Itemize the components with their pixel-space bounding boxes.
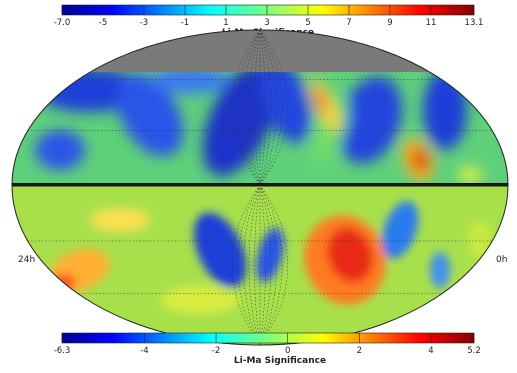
- grid-line: [232, 29, 261, 186]
- colorbar-north-ticks: -7.0 -5 -3 -1 1 3 5 7 9 11 13.1: [54, 5, 484, 28]
- colorbar-tick-label: 2: [357, 346, 362, 356]
- grid-line: [248, 29, 261, 186]
- grid-line: [248, 184, 261, 346]
- ra-label-right: 0h: [496, 255, 507, 265]
- colorbar-tick-label: -1: [181, 18, 189, 28]
- grid-line: [243, 184, 261, 346]
- colorbar-tick-label: -4: [140, 346, 148, 356]
- south-structures: [44, 201, 492, 314]
- grid-line: [254, 184, 261, 346]
- colorbar-south-title: Li-Ma Significance: [234, 356, 326, 366]
- grid-line: [259, 184, 283, 346]
- grid-line: [259, 29, 277, 186]
- no-coverage-cap: [12, 30, 508, 72]
- colorbar-tick-label: 7: [346, 18, 351, 28]
- colorbar-tick-label: -5: [99, 18, 107, 28]
- colorbar-tick-label: 5.2: [467, 346, 481, 356]
- skymap-south: [12, 185, 508, 345]
- colorbar-tick-label: -6.3: [54, 346, 71, 356]
- colorbar-tick-label: -7.0: [54, 18, 71, 28]
- colorbar-tick-label: 0: [285, 346, 290, 356]
- grid-line: [237, 29, 261, 186]
- colorbar-tick-label: 4: [428, 346, 433, 356]
- skymap: [11, 29, 509, 346]
- ra-label-left: 24h: [18, 255, 35, 265]
- colorbar-south-ticks: -6.3 -4 -2 0 2 4 5.2: [54, 333, 481, 356]
- grid-line: [259, 184, 266, 346]
- colorbar-tick-label: 5: [305, 18, 310, 28]
- colorbar-tick-label: 9: [387, 18, 392, 28]
- grid-line: [254, 29, 261, 186]
- colorbar-tick-label: 1: [223, 18, 228, 28]
- grid-line: [243, 29, 261, 186]
- grid-line: [259, 29, 288, 186]
- grid-line: [259, 29, 283, 186]
- south-outline: [11, 184, 509, 346]
- colorbar-tick-label: 3: [264, 18, 269, 28]
- colorbar-north-bar: [61, 4, 475, 16]
- grid-line: [259, 184, 272, 346]
- grid-line: [237, 184, 261, 346]
- skymap-north: [12, 30, 508, 185]
- colorbar-tick-label: 13.1: [465, 18, 484, 28]
- colorbar-south-bar: [61, 332, 475, 344]
- colorbar-south: -6.3 -4 -2 0 2 4 5.2 Li-Ma Significance: [54, 332, 481, 366]
- grid-line: [259, 29, 266, 186]
- grid-line: [259, 184, 277, 346]
- colorbar-tick-label: 11: [426, 18, 437, 28]
- north-outline: [11, 29, 509, 186]
- grid-line: [259, 29, 272, 186]
- colorbar-tick-label: -2: [212, 346, 220, 356]
- colorbar-tick-label: -3: [140, 18, 148, 28]
- graticule: [27, 29, 493, 346]
